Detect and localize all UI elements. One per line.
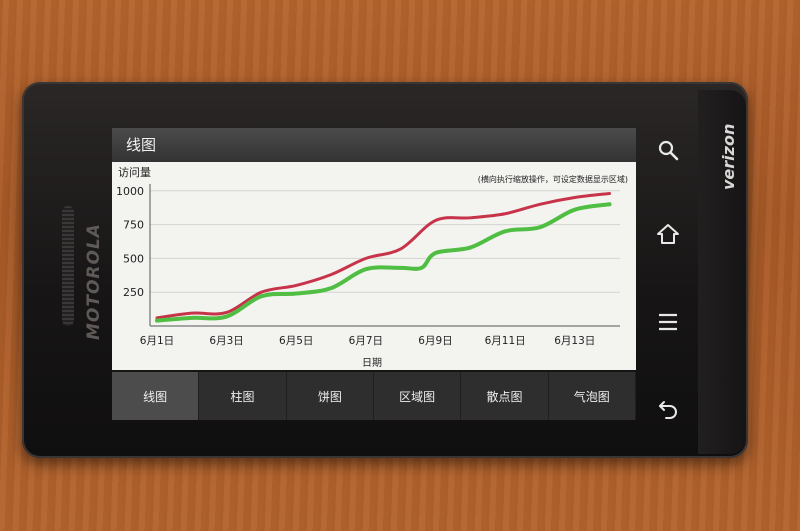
menu-key[interactable] xyxy=(648,302,688,342)
x-tick-label: 6月13日 xyxy=(554,335,595,347)
x-tick-label: 6月3日 xyxy=(209,335,243,347)
tab-pie[interactable]: 饼图 xyxy=(287,372,374,420)
hardware-keys xyxy=(648,130,688,430)
app-title-bar: 线图 xyxy=(112,128,636,162)
y-tick-label: 1000 xyxy=(116,185,144,198)
x-tick-label: 6月5日 xyxy=(279,335,313,347)
menu-icon xyxy=(659,313,677,331)
series-line-2 xyxy=(154,202,612,323)
y-tick-label: 500 xyxy=(123,252,144,265)
right-bezel xyxy=(698,90,746,454)
series-lines xyxy=(154,191,612,323)
search-key[interactable] xyxy=(648,130,688,170)
chart-panel[interactable]: 访问量 (横向执行缩放操作，可设定数据显示区域) 日期 250 500 750 100… xyxy=(112,162,636,370)
series-line-1 xyxy=(155,191,612,320)
y-tick-label: 750 xyxy=(123,219,144,232)
tab-line[interactable]: 线图 xyxy=(112,372,200,420)
line-chart[interactable]: 访问量 (横向执行缩放操作，可设定数据显示区域) 日期 250 500 750 100… xyxy=(112,162,636,370)
y-ticks: 250 500 750 1000 xyxy=(116,185,144,299)
x-axis-label: 日期 xyxy=(362,357,382,369)
tab-bar[interactable]: 柱图 xyxy=(199,372,287,420)
speaker-grille xyxy=(62,206,74,326)
x-ticks: 6月1日 6月3日 6月5日 6月7日 6月9日 6月11日 6月13日 xyxy=(140,335,595,347)
y-axis-label: 访问量 xyxy=(118,166,151,179)
x-tick-label: 6月1日 xyxy=(140,335,174,347)
home-icon xyxy=(657,224,679,244)
app-title: 线图 xyxy=(126,136,157,154)
chart-type-tabs: 线图 柱图 饼图 区域图 散点图 气泡图 xyxy=(112,372,636,420)
y-tick-label: 250 xyxy=(123,286,144,299)
grid-lines xyxy=(150,190,620,293)
brand-logo: MOTOROLA xyxy=(84,223,104,340)
tab-bubble[interactable]: 气泡图 xyxy=(549,372,636,420)
x-tick-label: 6月11日 xyxy=(485,335,526,347)
zoom-hint: (横向执行缩放操作，可设定数据显示区域) xyxy=(478,174,628,184)
search-icon xyxy=(658,140,679,161)
x-tick-label: 6月9日 xyxy=(418,335,452,347)
screen: 线图 访问量 (横向执行缩放操作，可设定数据显示区域) 日期 250 500 750… xyxy=(112,128,636,420)
tab-scatter[interactable]: 散点图 xyxy=(461,372,549,420)
tab-area[interactable]: 区域图 xyxy=(374,372,462,420)
back-icon xyxy=(659,401,677,419)
carrier-logo: verizon xyxy=(719,123,738,190)
back-key[interactable] xyxy=(648,388,688,428)
x-tick-label: 6月7日 xyxy=(349,335,383,347)
home-key[interactable] xyxy=(648,214,688,254)
